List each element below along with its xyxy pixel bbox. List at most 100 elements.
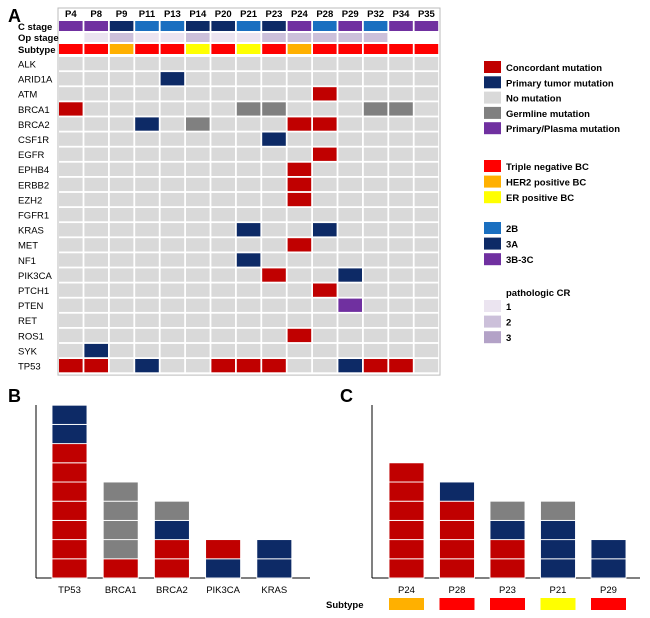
heatmap-cell-RET-P20 xyxy=(211,313,235,327)
x-tick-label-BRCA2: BRCA2 xyxy=(156,585,188,596)
heatmap-cell-ROS1-P23 xyxy=(262,328,286,343)
heatmap-cell-NF1-P34 xyxy=(389,253,413,267)
heatmap-cell-KRAS-P13 xyxy=(160,223,185,237)
heatmap-cell-PTEN-P11 xyxy=(135,298,159,312)
heatmap-cell-EZH2-P20 xyxy=(211,192,235,207)
heatmap-cell-TP53-P9 xyxy=(109,359,134,373)
bar-segment-TP53-2 xyxy=(51,539,88,560)
heatmap-cell-PIK3CA-P34 xyxy=(389,268,413,282)
heatmap-cell-CSF1R-P4 xyxy=(59,132,83,146)
heatmap-cell-ARID1A-P9 xyxy=(109,72,134,86)
heatmap-cell-PTCH1-P23 xyxy=(262,283,286,297)
heatmap-cell-MET-P23 xyxy=(262,238,286,252)
bar-segment-BRCA1-4 xyxy=(102,500,139,521)
bar-segment-KRAS-2 xyxy=(256,539,293,560)
heatmap-cell-KRAS-P34 xyxy=(389,223,413,237)
heatmap-cell-BRCA1-P8 xyxy=(84,102,108,116)
heatmap-cell-KRAS-P32 xyxy=(363,223,388,237)
heatmap-cell-TP53-P23 xyxy=(262,359,286,373)
heatmap-cell-EZH2-P24 xyxy=(287,192,312,207)
x-tick-label-P29: P29 xyxy=(600,585,617,596)
heatmap-cell-TP53-P35 xyxy=(414,359,439,373)
heatmap-cell-ATM-P20 xyxy=(211,87,235,101)
annotation-c_stage-P20 xyxy=(211,21,235,31)
heatmap-cell-EGFR-P29 xyxy=(338,147,362,161)
heatmap-cell-TP53-P13 xyxy=(160,359,185,373)
patient-label-P14: P14 xyxy=(189,9,207,20)
gene-label-BRCA2: BRCA2 xyxy=(18,120,50,131)
gene-label-PIK3CA: PIK3CA xyxy=(18,271,52,282)
bar-segment-BRCA2-3 xyxy=(153,519,190,541)
heatmap-cell-MET-P11 xyxy=(135,238,159,252)
heatmap-cell-PTEN-P24 xyxy=(287,298,312,312)
heatmap-cell-FGFR1-P8 xyxy=(84,208,108,222)
heatmap-cell-PTEN-P34 xyxy=(389,298,413,312)
heatmap-cell-EGFR-P4 xyxy=(59,147,83,161)
bar-segment-PIK3CA-2 xyxy=(205,539,242,560)
heatmap-cell-EZH2-P23 xyxy=(262,192,286,207)
heatmap-cell-BRCA1-P9 xyxy=(109,102,134,116)
heatmap-cell-BRCA2-P20 xyxy=(211,117,235,131)
heatmap-cell-PTEN-P8 xyxy=(84,298,108,312)
heatmap-cell-ALK-P28 xyxy=(313,57,337,71)
x-tick-label-BRCA1: BRCA1 xyxy=(105,585,137,596)
annotation-c_stage-P23 xyxy=(262,21,286,31)
heatmap-cell-PTEN-P29 xyxy=(338,298,362,312)
panel-label-a: A xyxy=(8,6,21,26)
bar-segment-P23-3 xyxy=(489,519,526,541)
heatmap-cell-TP53-P11 xyxy=(135,359,159,373)
heatmap-cell-ARID1A-P14 xyxy=(186,72,210,86)
heatmap-cell-PTEN-P35 xyxy=(414,298,439,312)
heatmap-cell-ERBB2-P14 xyxy=(186,177,210,192)
heatmap-cell-PTCH1-P28 xyxy=(313,283,337,297)
heatmap-cell-ARID1A-P29 xyxy=(338,72,362,86)
annotation-subtype-P8 xyxy=(84,44,108,54)
heatmap-cell-PTCH1-P21 xyxy=(236,283,261,297)
patient-label-P4: P4 xyxy=(65,9,77,20)
bar-segment-P21-1 xyxy=(540,558,576,579)
heatmap-cell-PTEN-P4 xyxy=(59,298,83,312)
heatmap-cell-NF1-P14 xyxy=(186,253,210,267)
bar-segment-P21-3 xyxy=(540,519,576,541)
patient-label-P35: P35 xyxy=(418,9,436,20)
heatmap-cell-EPHB4-P24 xyxy=(287,162,312,176)
bar-segment-P23-2 xyxy=(489,539,526,560)
heatmap-cell-EPHB4-P9 xyxy=(109,162,134,176)
heatmap-cell-ROS1-P24 xyxy=(287,328,312,343)
annotation-op_stage-P29 xyxy=(338,33,362,42)
subtype-row-label: Subtype xyxy=(326,600,363,611)
heatmap-cell-EZH2-P32 xyxy=(363,192,388,207)
heatmap-cell-KRAS-P14 xyxy=(186,223,210,237)
heatmap-cell-EPHB4-P23 xyxy=(262,162,286,176)
gene-label-NF1: NF1 xyxy=(18,256,36,267)
bar-segment-BRCA1-2 xyxy=(102,539,139,560)
bar-segment-P24-5 xyxy=(388,481,425,502)
heatmap-cell-EPHB4-P20 xyxy=(211,162,235,176)
legend-label-er: ER positive BC xyxy=(506,193,574,204)
subtype-swatch-P23 xyxy=(490,598,525,610)
heatmap-cell-ALK-P23 xyxy=(262,57,286,71)
bar-segment-P28-2 xyxy=(439,539,475,560)
gene-label-ERBB2: ERBB2 xyxy=(18,180,49,191)
heatmap-cell-NF1-P28 xyxy=(313,253,337,267)
heatmap-cell-NF1-P13 xyxy=(160,253,185,267)
heatmap-cell-MET-P34 xyxy=(389,238,413,252)
heatmap-cell-PIK3CA-P21 xyxy=(236,268,261,282)
heatmap-cell-FGFR1-P29 xyxy=(338,208,362,222)
heatmap-cell-PIK3CA-P20 xyxy=(211,268,235,282)
bar-segment-BRCA1-3 xyxy=(102,519,139,541)
heatmap-cell-BRCA1-P23 xyxy=(262,102,286,116)
heatmap-cell-BRCA2-P34 xyxy=(389,117,413,131)
annotation-subtype-P9 xyxy=(109,44,134,54)
heatmap-cell-CSF1R-P29 xyxy=(338,132,362,146)
heatmap-cell-TP53-P8 xyxy=(84,359,108,373)
legend-swatch-concordant xyxy=(484,61,501,73)
heatmap-cell-EPHB4-P35 xyxy=(414,162,439,176)
heatmap-cell-ARID1A-P11 xyxy=(135,72,159,86)
heatmap-cell-ROS1-P34 xyxy=(389,328,413,343)
legend-swatch-op3 xyxy=(484,331,501,344)
bar-segment-TP53-9 xyxy=(51,404,88,425)
gene-label-PTEN: PTEN xyxy=(18,301,43,312)
heatmap-cell-BRCA2-P4 xyxy=(59,117,83,131)
heatmap-cell-ALK-P8 xyxy=(84,57,108,71)
